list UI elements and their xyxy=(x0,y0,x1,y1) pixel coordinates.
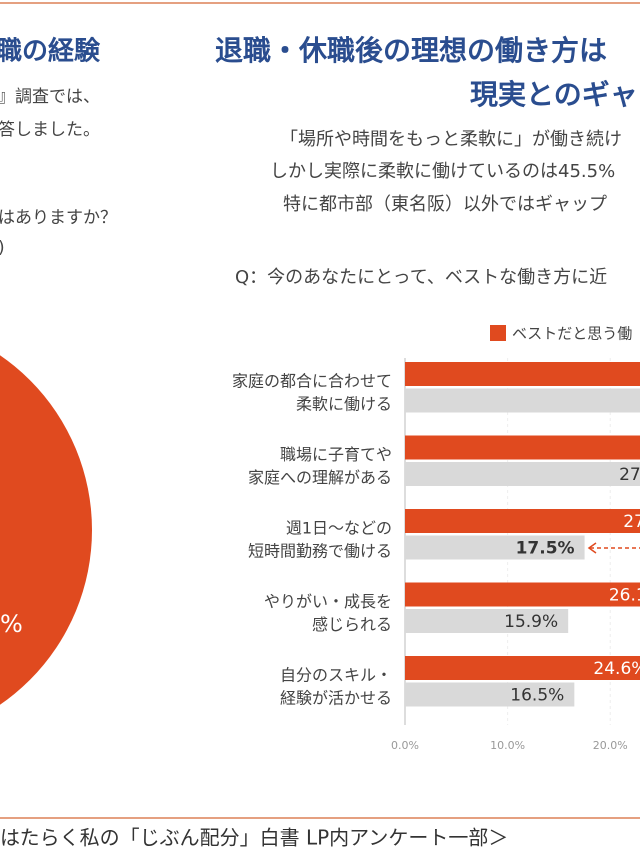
bar xyxy=(405,535,585,560)
bar xyxy=(405,435,640,460)
left-text: 答しました。 xyxy=(0,120,100,140)
pie-shape xyxy=(0,355,92,705)
legend-label: ベストだと思う働 xyxy=(512,325,632,343)
body-text: 特に都市部（東名阪）以外ではギャップ xyxy=(283,194,607,215)
left-title: 職の経験 xyxy=(0,36,101,67)
question: Q：今のあなたにとって、ベストな働き方に近 xyxy=(235,267,607,288)
bar xyxy=(405,362,640,386)
title: 現実とのギャ xyxy=(470,78,638,111)
category-label: 家庭の都合に合わせて xyxy=(232,372,392,391)
category-label: 週1日〜などの xyxy=(286,519,392,538)
x-tick-label: 10.0% xyxy=(490,739,525,752)
body-text: 「場所や時間をもっと柔軟に」が働き続け xyxy=(280,129,622,150)
bar xyxy=(405,656,640,680)
left-text: ) xyxy=(0,238,5,258)
category-label: 家庭への理解がある xyxy=(248,468,392,487)
source: はたらく私の「じぶん配分」白書 LP内アンケート一部＞ xyxy=(0,826,508,850)
bar xyxy=(405,509,640,533)
value-label: 26.1% xyxy=(609,586,640,606)
bar xyxy=(405,609,569,633)
left-text: 』調査では、 xyxy=(0,87,100,107)
pie-label: % xyxy=(0,610,23,638)
category-label: 感じられる xyxy=(312,615,392,634)
x-tick-label: 20.0% xyxy=(593,739,628,752)
left-text: はありますか？ xyxy=(0,208,117,228)
gap-arrow-head xyxy=(587,542,597,554)
legend-swatch xyxy=(490,325,506,341)
x-tick-label: 0.0% xyxy=(391,739,419,752)
value-label: 27.1% xyxy=(619,465,640,485)
value-label: 15.9% xyxy=(504,612,558,632)
bar xyxy=(405,582,640,607)
bar xyxy=(405,462,640,486)
category-label: やりがい・成長を xyxy=(264,592,392,611)
category-label: 柔軟に働ける xyxy=(296,395,392,414)
category-label: 自分のスキル・ xyxy=(280,666,392,685)
bar xyxy=(405,682,575,707)
category-label: 職場に子育てや xyxy=(280,445,392,464)
value-label: 24.6% xyxy=(593,659,640,679)
value-label: 27.5% xyxy=(623,512,640,532)
body-text: しかし実際に柔軟に働けているのは45.5% xyxy=(270,161,615,182)
value-label: 17.5% xyxy=(516,539,575,559)
category-label: 短時間勤務で働ける xyxy=(248,542,392,561)
title: 退職・休職後の理想の働き方は xyxy=(215,34,607,67)
category-label: 経験が活かせる xyxy=(280,689,392,708)
value-label: 16.5% xyxy=(510,686,564,706)
bar xyxy=(405,388,640,413)
